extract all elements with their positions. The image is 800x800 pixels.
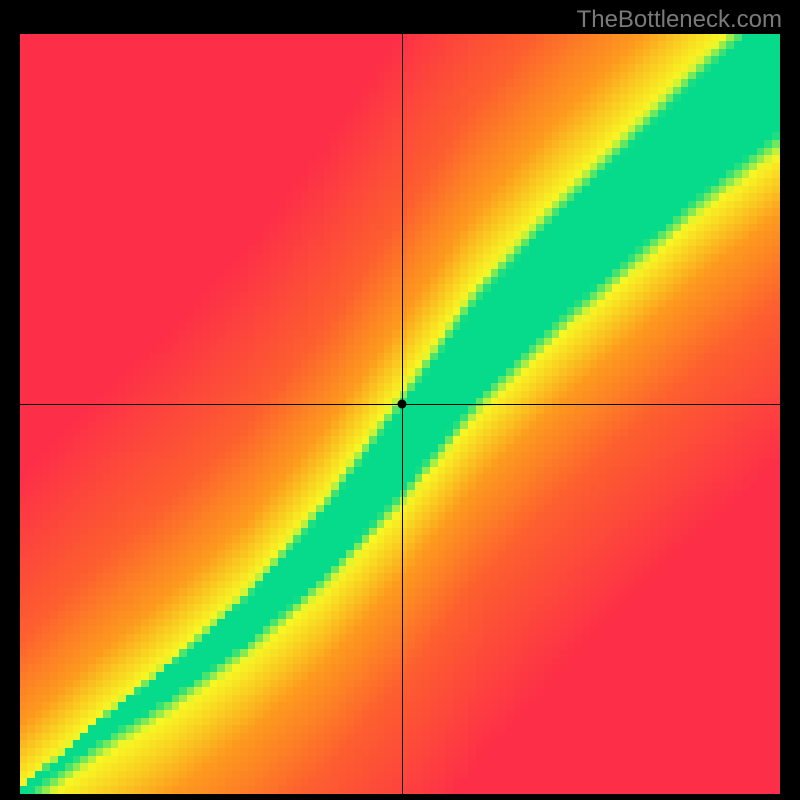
- crosshair-vertical: [402, 34, 403, 794]
- crosshair-point: [398, 400, 407, 409]
- watermark-text: TheBottleneck.com: [577, 6, 782, 34]
- bottleneck-heatmap: [20, 34, 780, 794]
- chart-container: TheBottleneck.com: [0, 0, 800, 800]
